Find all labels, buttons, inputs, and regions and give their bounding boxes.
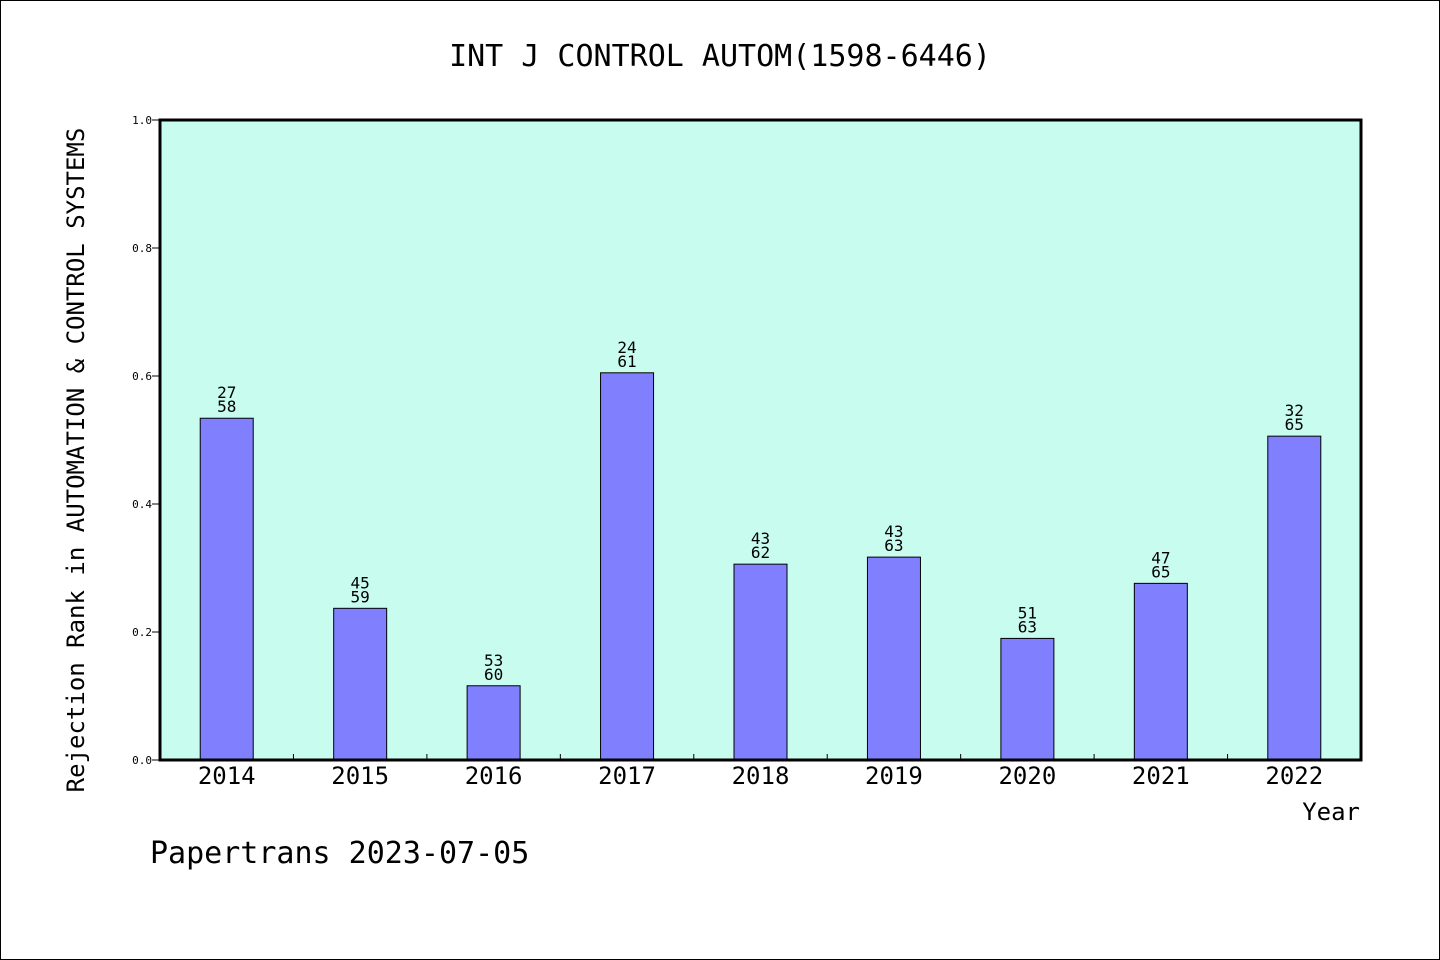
x-tick-label: 2020 [998, 762, 1056, 790]
x-tick-label: 2018 [732, 762, 790, 790]
data-label-bottom: 60 [484, 665, 503, 684]
bar-2017 [600, 372, 655, 761]
x-tick-label: 2017 [598, 762, 656, 790]
bar-2015 [333, 607, 388, 761]
y-axis-ticks: 0.0 0.2 0.4 0.6 0.8 1.0 [132, 114, 160, 767]
footer-text: Papertrans 2023-07-05 [150, 836, 529, 871]
data-label-top: 43 [884, 522, 903, 541]
data-label-top: 45 [351, 573, 370, 592]
data-label-bottom: 65 [1285, 415, 1304, 434]
x-tick-label: 2015 [331, 762, 389, 790]
bar-2016 [466, 685, 521, 761]
chart-title: INT J CONTROL AUTOM(1598-6446) [449, 39, 991, 74]
data-label-top: 43 [751, 529, 770, 548]
y-tick-label: 0.4 [132, 498, 152, 511]
data-label-top: 32 [1285, 401, 1304, 420]
plot-border [158, 118, 1363, 762]
x-tick-label: 2016 [465, 762, 523, 790]
bar-2019 [866, 556, 921, 761]
y-tick-label: 0.6 [132, 370, 152, 383]
data-label-top: 53 [484, 651, 503, 670]
data-label-bottom: 61 [617, 352, 636, 371]
bar-2018 [733, 563, 788, 761]
data-label-bottom: 63 [1018, 617, 1037, 636]
y-axis-label: Rejection Rank in AUTOMATION & CONTROL S… [62, 128, 90, 793]
data-label-top: 27 [217, 383, 236, 402]
data-label-bottom: 58 [217, 397, 236, 416]
y-tick-label: 0.2 [132, 626, 152, 639]
x-tick-label: 2022 [1265, 762, 1323, 790]
x-axis-label: Year [1302, 798, 1360, 826]
data-label-top: 51 [1018, 603, 1037, 622]
data-label-bottom: 62 [751, 543, 770, 562]
data-label-bottom: 65 [1151, 562, 1170, 581]
x-tick-label: 2021 [1132, 762, 1190, 790]
y-tick-label: 1.0 [132, 114, 152, 127]
bars [199, 372, 1322, 761]
bar-2014 [199, 417, 254, 761]
data-label-bottom: 63 [884, 536, 903, 555]
y-tick-label: 0.0 [132, 754, 152, 767]
bar-2022 [1267, 435, 1322, 761]
x-axis-ticks: 2014 2015 2016 2017 2018 2019 2020 2021 2022 [198, 754, 1323, 790]
bar-2021 [1133, 582, 1188, 761]
bar-2020 [1000, 637, 1055, 761]
data-label-top: 24 [617, 338, 636, 357]
data-label-bottom: 59 [351, 587, 370, 606]
y-tick-label: 0.8 [132, 242, 152, 255]
x-tick-label: 2019 [865, 762, 923, 790]
data-label-top: 47 [1151, 548, 1170, 567]
x-tick-label: 2014 [198, 762, 256, 790]
